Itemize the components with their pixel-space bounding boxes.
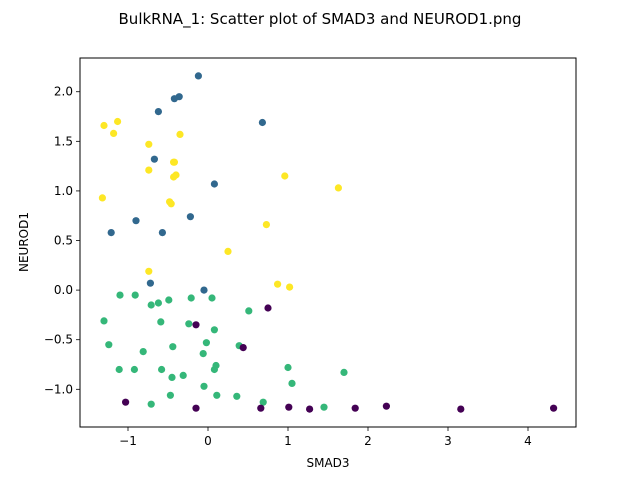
x-tick-label: 4 <box>524 434 532 448</box>
scatter-point <box>185 320 193 328</box>
scatter-point <box>274 280 282 288</box>
scatter-point <box>167 200 175 208</box>
scatter-point <box>158 365 166 374</box>
scatter-point <box>340 368 348 376</box>
plot-frame <box>79 57 577 428</box>
scatter-point <box>170 95 178 103</box>
scatter-point <box>176 130 184 138</box>
scatter-point <box>116 291 124 299</box>
scatter-point <box>351 404 359 412</box>
y-tick-label: 1.5 <box>54 134 73 148</box>
scatter-point <box>165 296 173 304</box>
y-axis-label: NEUROD1 <box>17 212 31 272</box>
scatter-point <box>306 405 314 413</box>
scatter-point <box>200 382 208 390</box>
scatter-point <box>202 339 210 347</box>
scatter-point <box>100 121 108 130</box>
scatter-point <box>107 229 115 237</box>
x-tick-label: 2 <box>364 434 372 448</box>
scatter-point <box>98 194 106 202</box>
scatter-point <box>224 247 232 255</box>
y-tick-label: −0.5 <box>44 333 73 347</box>
chart-title: BulkRNA_1: Scatter plot of SMAD3 and NEU… <box>119 10 522 29</box>
scatter-point <box>550 404 558 412</box>
scatter-point <box>186 213 194 221</box>
scatter-point <box>259 398 267 406</box>
scatter-point <box>320 403 328 411</box>
scatter-point <box>285 403 293 411</box>
scatter-point <box>115 365 123 374</box>
scatter-point <box>145 267 153 275</box>
scatter-point <box>199 350 207 358</box>
y-tick-label: 1.0 <box>54 184 73 198</box>
scatter-point <box>210 326 218 334</box>
scatter-point <box>158 229 166 237</box>
scatter-point <box>145 140 153 148</box>
x-axis-label: SMAD3 <box>306 456 349 470</box>
scatter-point <box>147 301 155 309</box>
y-tick-label: 0.5 <box>54 234 73 248</box>
scatter-point <box>132 217 140 225</box>
scatter-point <box>334 184 342 192</box>
scatter-point <box>200 286 208 294</box>
y-axis: −1.0 −0.5 0.0 0.5 1.0 1.5 2.0 <box>44 85 80 396</box>
scatter-point <box>139 348 147 356</box>
scatter-point <box>150 155 158 163</box>
x-tick-label: 0 <box>204 434 212 448</box>
scatter-point <box>208 294 216 302</box>
scatter-point <box>122 398 130 406</box>
scatter-point <box>169 343 177 351</box>
y-tick-label: 2.0 <box>54 85 73 99</box>
scatter-point <box>145 166 153 174</box>
scatter-point <box>154 108 162 116</box>
x-tick-label: 3 <box>444 434 452 448</box>
scatter-point <box>157 318 165 326</box>
scatter-point <box>286 283 294 291</box>
scatter-point <box>257 404 265 412</box>
scatter-point <box>262 221 270 229</box>
scatter-point <box>245 307 253 315</box>
scatter-point <box>281 172 289 180</box>
scatter-point <box>130 365 138 374</box>
scatter-point <box>154 299 162 307</box>
x-tick-label: 1 <box>284 434 292 448</box>
scatter-point <box>192 404 200 412</box>
scatter-point <box>210 180 218 188</box>
scatter-point <box>170 158 178 166</box>
scatter-point <box>233 392 241 400</box>
scatter-point <box>170 173 178 181</box>
scatter-point <box>179 371 187 379</box>
scatter-point <box>194 72 202 80</box>
scatter-point <box>146 279 154 287</box>
scatter-point <box>213 391 221 399</box>
scatter-point <box>258 118 266 127</box>
scatter-point <box>284 363 292 372</box>
scatter-point <box>110 129 118 137</box>
scatter-point <box>166 391 174 399</box>
scatter-point <box>114 117 122 126</box>
scatter-point <box>187 294 195 302</box>
scatter-point <box>212 361 220 370</box>
plot-points <box>98 72 558 413</box>
scatter-point <box>457 405 465 413</box>
scatter-point <box>192 321 200 329</box>
scatter-point <box>100 317 108 325</box>
scatter-point <box>239 344 247 352</box>
y-tick-label: 0.0 <box>54 283 73 297</box>
y-tick-label: −1.0 <box>44 382 73 396</box>
x-axis: −1 0 1 2 3 4 <box>119 427 532 448</box>
scatter-point <box>131 291 139 299</box>
scatter-point <box>147 400 155 408</box>
scatter-point <box>382 402 390 410</box>
x-tick-label: −1 <box>119 434 137 448</box>
scatter-point <box>264 304 272 312</box>
scatter-point <box>168 373 176 381</box>
scatter-point <box>105 341 113 349</box>
scatter-point <box>288 379 296 387</box>
